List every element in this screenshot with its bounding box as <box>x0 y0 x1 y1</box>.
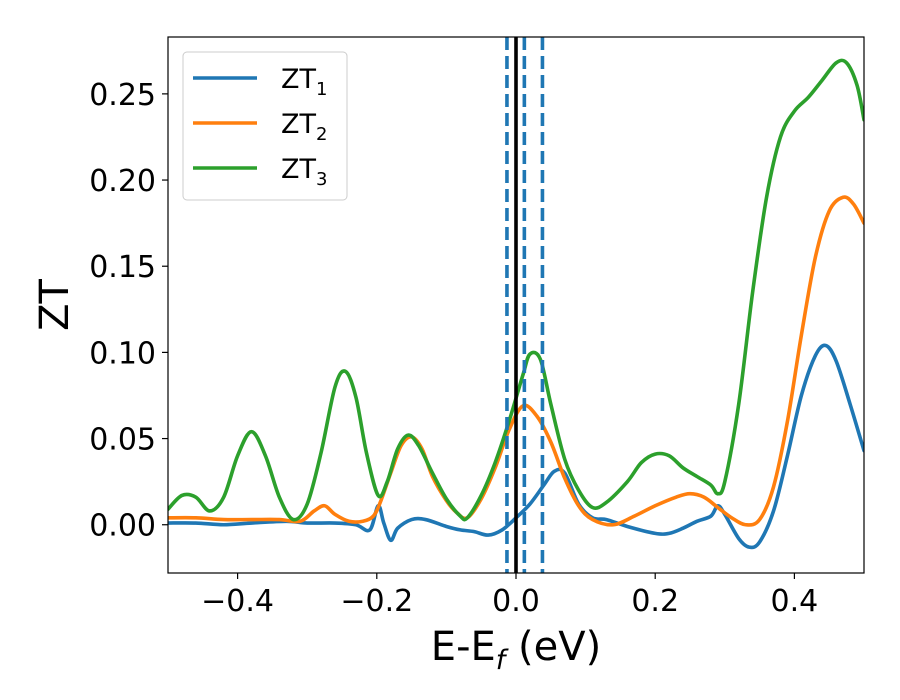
series-line-zt1 <box>168 343 864 550</box>
series-layer <box>168 58 864 550</box>
x-tick-label: −0.2 <box>340 584 413 619</box>
series-line-zt3 <box>168 58 864 522</box>
y-axis-label: ZT <box>32 279 78 331</box>
y-axis-ticks: 0.00 0.05 0.10 0.15 0.20 0.25 <box>89 78 168 544</box>
x-tick-label: 0.0 <box>492 584 540 619</box>
y-tick-label: 0.15 <box>89 250 156 285</box>
y-tick-label: 0.20 <box>89 164 156 199</box>
legend-box <box>182 51 348 201</box>
reference-lines <box>505 37 545 573</box>
series-line-zt2 <box>168 195 864 527</box>
y-tick-label: 0.25 <box>89 78 156 113</box>
x-axis-label: E-Ef (eV) <box>431 624 601 676</box>
y-tick-label: 0.10 <box>89 336 156 371</box>
x-tick-label: −0.4 <box>201 584 274 619</box>
x-tick-label: 0.4 <box>771 584 819 619</box>
legend: ZT1 ZT2 ZT3 <box>182 51 348 201</box>
y-tick-label: 0.00 <box>89 509 156 544</box>
legend-label-zt1: ZT1 <box>281 64 327 100</box>
legend-label-zt2: ZT2 <box>281 109 327 145</box>
x-tick-label: 0.2 <box>631 584 679 619</box>
x-axis-ticks: −0.4 −0.2 0.0 0.2 0.4 <box>201 573 818 619</box>
legend-label-zt3: ZT3 <box>281 154 327 190</box>
x-axis-label-unit: (eV) <box>505 624 601 670</box>
y-tick-label: 0.05 <box>89 423 156 458</box>
